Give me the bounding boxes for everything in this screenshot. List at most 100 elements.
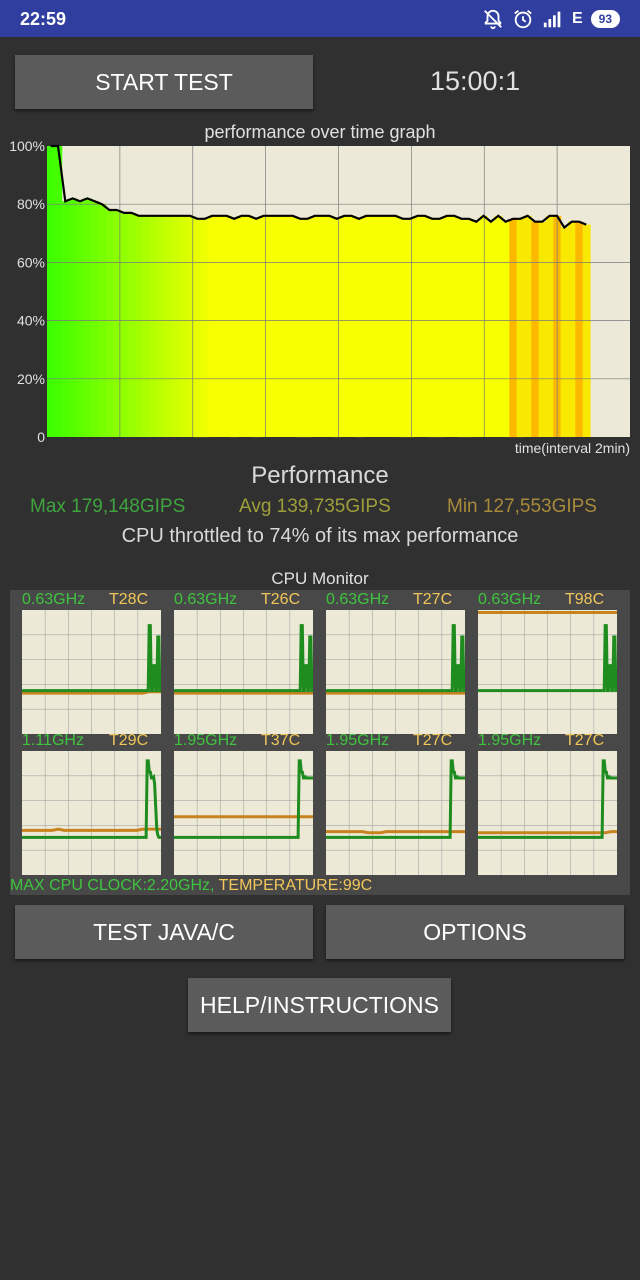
graph-bar (142, 215, 151, 437)
core-temperature-line (478, 830, 617, 835)
graph-bar (245, 215, 253, 437)
core-temperature: T98C (565, 591, 605, 608)
core-frequency: 0.63GHz (326, 591, 390, 608)
graph-bar (208, 215, 217, 437)
core-temperature: T27C (413, 732, 453, 749)
alarm-icon (514, 10, 532, 29)
cpu-monitor-panel: 0.63GHz T28C 0.63GHz T26C 0.63GHz T27C 0.63GHz… (10, 590, 630, 895)
graph-bar (494, 215, 503, 437)
core-graph (174, 751, 313, 875)
graph-bar (406, 218, 415, 438)
graph-bar (340, 215, 349, 437)
graph-title: performance over time graph (204, 122, 436, 142)
graph-bar (501, 221, 510, 437)
graph-bar (384, 215, 393, 437)
graph-bar (54, 146, 63, 437)
graph-bar (149, 215, 158, 437)
core-graph (22, 751, 161, 875)
graph-bar (568, 221, 576, 437)
core-temperature: T29C (109, 732, 149, 749)
core-temperature: T26C (261, 591, 301, 608)
core-graph (22, 610, 161, 734)
y-tick-label: 60% (17, 254, 45, 270)
cpu-footer: MAX CPU CLOCK:2.20GHz, TEMPERATURE:99C (10, 877, 372, 895)
stat-avg: Avg 139,735GIPS (239, 496, 391, 517)
graph-bar (487, 221, 496, 437)
graph-bar (428, 218, 437, 438)
graph-bar (399, 218, 408, 438)
core-frequency: 0.63GHz (174, 591, 238, 608)
graph-bar (252, 218, 261, 438)
graph-bar (531, 221, 540, 437)
test-java-c-button[interactable]: TEST JAVA/C (15, 905, 313, 959)
core-graph (174, 610, 313, 734)
graph-bar (546, 215, 554, 437)
battery-icon: 93 (590, 10, 620, 28)
signal-icon (543, 11, 561, 28)
graph-bar (450, 215, 459, 437)
graph-bar (296, 218, 305, 438)
core-temperature-line (326, 830, 465, 835)
throttle-text: CPU throttled to 74% of its max performa… (121, 525, 519, 547)
core-frequency-line (326, 759, 465, 839)
y-tick-label: 80% (17, 196, 45, 212)
graph-bar (421, 215, 430, 437)
graph-bar (524, 215, 532, 437)
graph-bar (47, 146, 55, 437)
options-button[interactable]: OPTIONS (326, 905, 624, 959)
core-frequency-line (478, 624, 617, 693)
graph-bar (113, 210, 121, 437)
core-temperature: T37C (261, 732, 301, 749)
graph-bar (230, 218, 239, 438)
stat-max: Max 179,148GIPS (30, 496, 186, 517)
graph-bar (303, 218, 312, 438)
graph-bar (274, 215, 283, 437)
test-timer: 15:00:1 (430, 66, 521, 96)
graph-bar (509, 218, 518, 438)
graph-bar (135, 215, 143, 437)
graph-bar (223, 215, 231, 437)
graph-bar (105, 210, 114, 437)
core-frequency: 1.11GHz (22, 732, 84, 749)
graph-bar (267, 215, 275, 437)
core-frequency-line (22, 624, 161, 693)
graph-bar (83, 198, 92, 437)
performance-line (50, 144, 587, 230)
graph-bar (91, 201, 99, 437)
graph-bar (457, 218, 466, 438)
performance-graph: 100% 80% 60% 40% 20% 0 time(interval 2min) (9, 140, 630, 456)
graph-bar (413, 215, 422, 437)
performance-title: Performance (251, 462, 389, 489)
graph-bar (391, 215, 400, 437)
core-temperature-line (22, 690, 161, 695)
network-type: E (571, 10, 583, 27)
graph-bar (355, 218, 364, 438)
graph-bar (120, 212, 129, 437)
graph-bar (157, 215, 165, 437)
max-temperature: TEMPERATURE:99C (218, 877, 373, 894)
graph-bar (259, 215, 268, 437)
graph-bar (516, 218, 525, 438)
y-tick-label: 0 (37, 429, 45, 445)
graph-bar (362, 215, 371, 437)
core-graph (326, 751, 465, 875)
help-instructions-button[interactable]: HELP/INSTRUCTIONS (188, 978, 451, 1032)
core-frequency-line (326, 624, 465, 693)
core-frequency: 1.95GHz (326, 732, 390, 749)
graph-bar (201, 218, 209, 438)
x-axis-label: time(interval 2min) (515, 440, 630, 456)
status-icons: E 93 (482, 8, 620, 30)
graph-bar (538, 221, 547, 437)
core-graph (478, 751, 617, 875)
graph-bar (237, 215, 246, 437)
graph-bar (347, 215, 356, 437)
graph-bar (61, 201, 70, 437)
core-frequency: 0.63GHz (22, 591, 86, 608)
core-frequency-line (22, 759, 161, 839)
start-test-button[interactable]: START TEST (15, 55, 313, 109)
max-cpu-clock: MAX CPU CLOCK:2.20GHz, (10, 877, 215, 894)
graph-bar (127, 212, 136, 437)
graph-bar (575, 221, 584, 437)
graph-bar (479, 215, 488, 437)
core-temperature: T27C (413, 591, 453, 608)
